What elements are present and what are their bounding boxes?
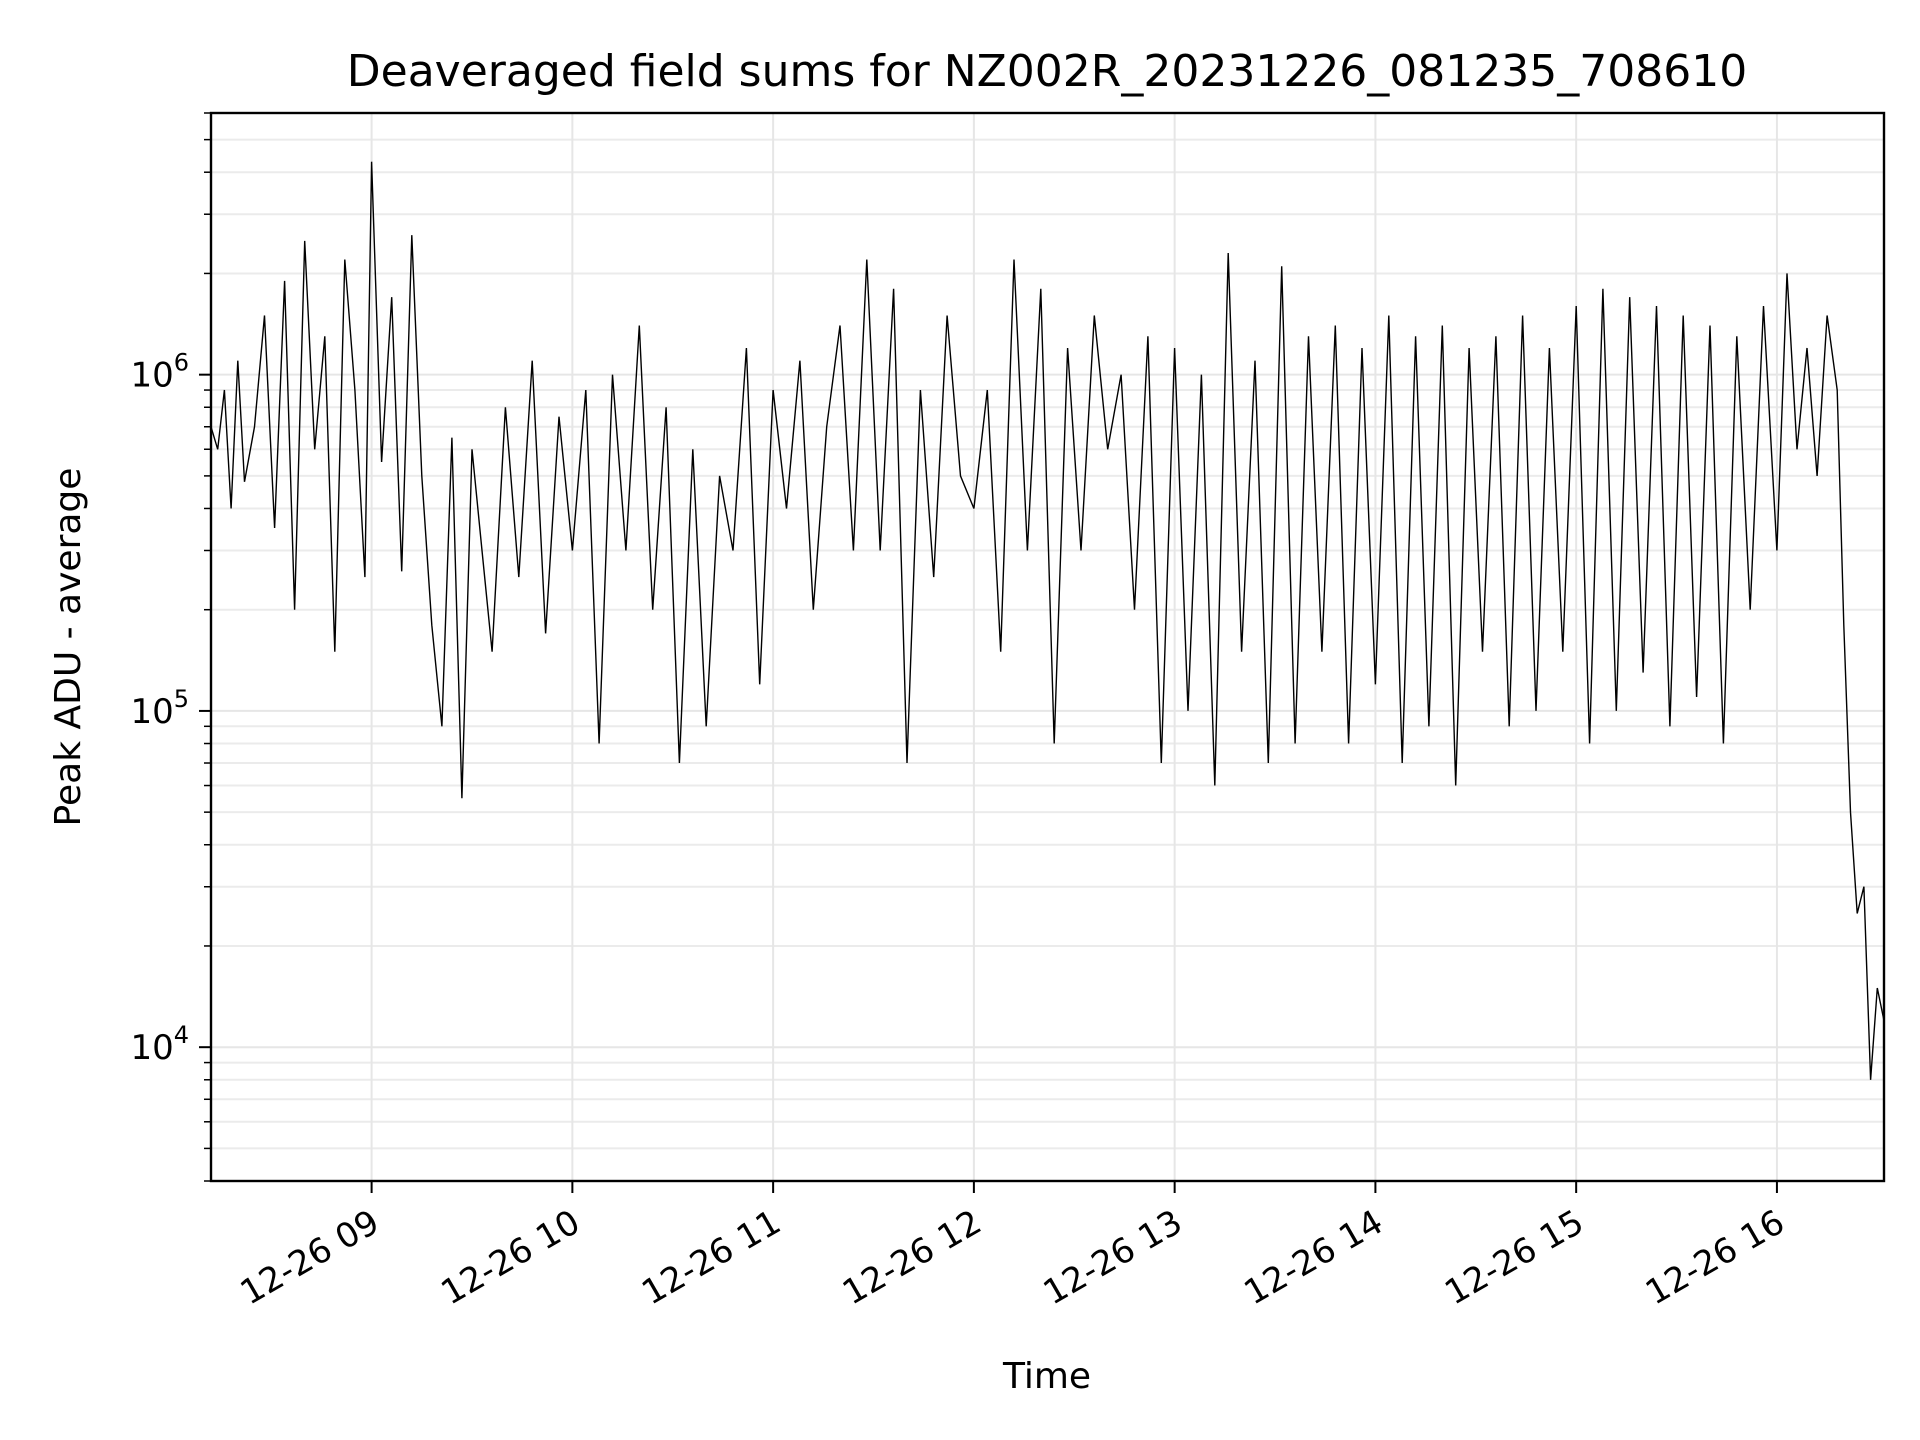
y-tick-exponent: 4 [174,1021,189,1049]
y-tick-label: 106 [130,349,189,396]
y-tick-label: 104 [130,1021,189,1068]
y-tick-base: 10 [130,356,173,396]
series-line-peak-adu [210,161,1885,1080]
y-tick-exponent: 5 [174,685,189,713]
grid-major [211,113,1884,1181]
y-tick-base: 10 [130,1028,173,1068]
y-tick-label: 105 [130,685,189,732]
plot-frame [209,111,1886,1183]
y-axis-label: Peak ADU - average [48,468,89,827]
grid-minor [211,112,1884,1182]
chart-title: Deaveraged field sums for NZ002R_2023122… [347,46,1747,97]
x-axis-label: Time [1002,1356,1091,1397]
y-tick-exponent: 6 [174,349,189,377]
y-tick-base: 10 [130,692,173,732]
